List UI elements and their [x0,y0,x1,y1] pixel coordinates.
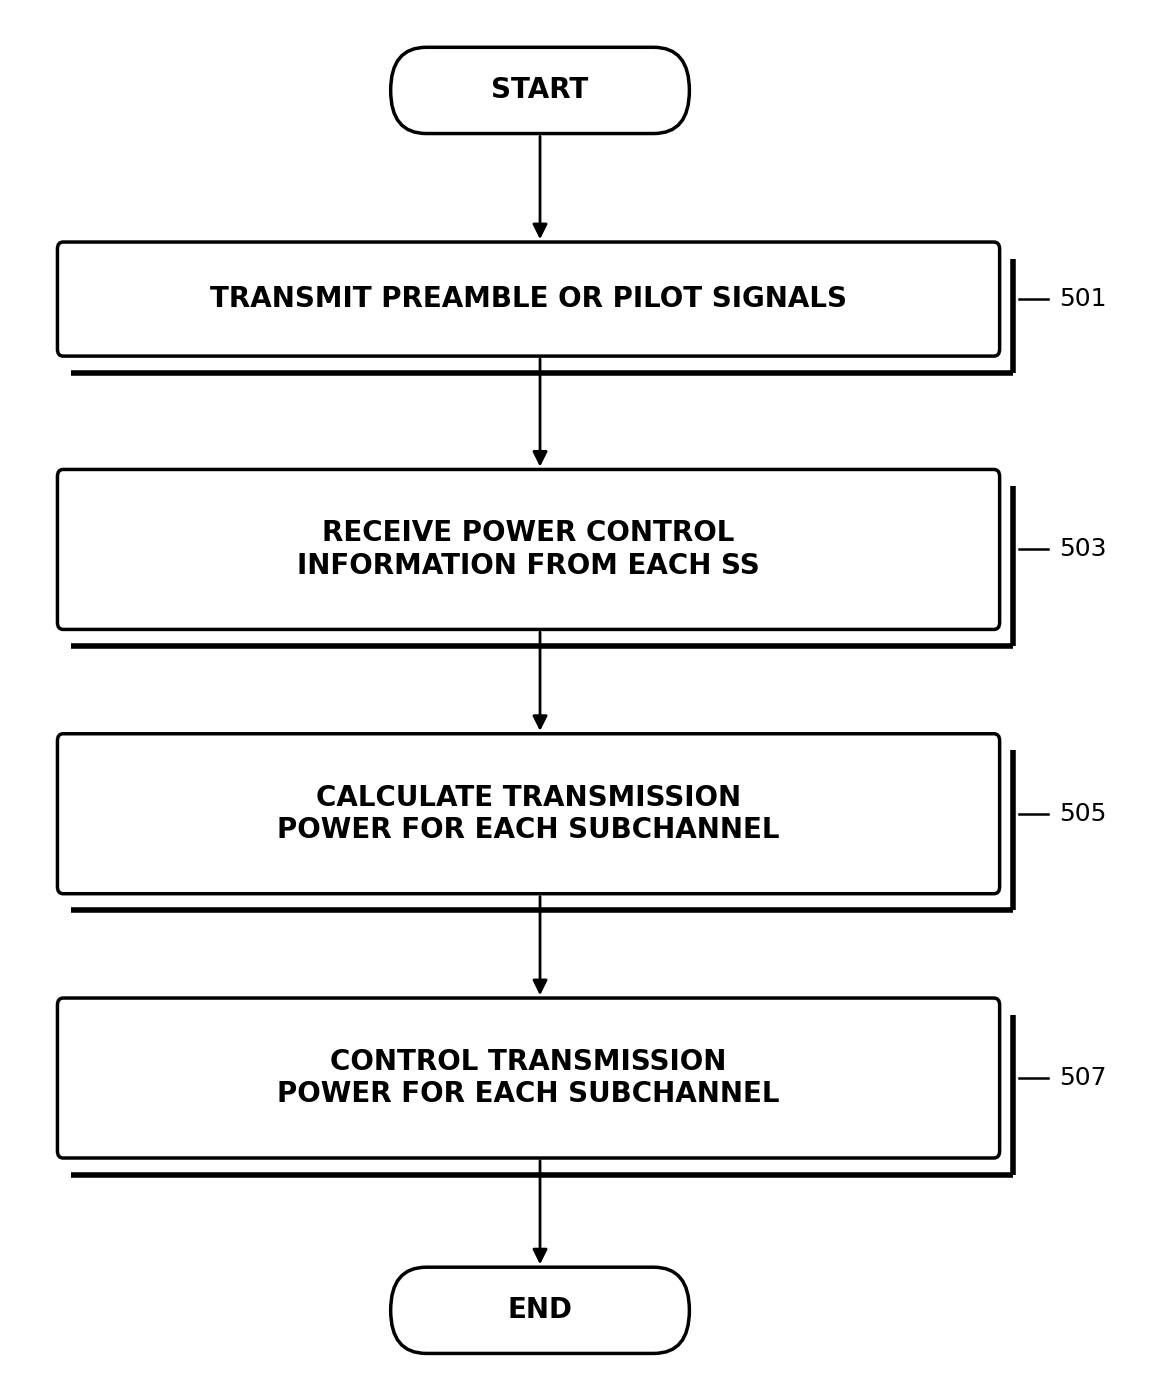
Text: RECEIVE POWER CONTROL
INFORMATION FROM EACH SS: RECEIVE POWER CONTROL INFORMATION FROM E… [298,519,759,580]
Text: START: START [492,77,588,104]
FancyBboxPatch shape [57,242,1000,356]
Text: 503: 503 [1059,537,1106,562]
Text: 501: 501 [1059,287,1106,312]
Text: TRANSMIT PREAMBLE OR PILOT SIGNALS: TRANSMIT PREAMBLE OR PILOT SIGNALS [210,285,847,313]
Text: END: END [508,1296,572,1324]
Text: 507: 507 [1059,1066,1106,1091]
Text: 505: 505 [1059,801,1106,826]
FancyBboxPatch shape [391,47,689,134]
FancyBboxPatch shape [391,1267,689,1353]
FancyBboxPatch shape [57,999,1000,1157]
Text: CONTROL TRANSMISSION
POWER FOR EACH SUBCHANNEL: CONTROL TRANSMISSION POWER FOR EACH SUBC… [277,1047,780,1109]
FancyBboxPatch shape [57,734,1000,894]
FancyBboxPatch shape [57,469,1000,629]
Text: CALCULATE TRANSMISSION
POWER FOR EACH SUBCHANNEL: CALCULATE TRANSMISSION POWER FOR EACH SU… [277,783,780,844]
